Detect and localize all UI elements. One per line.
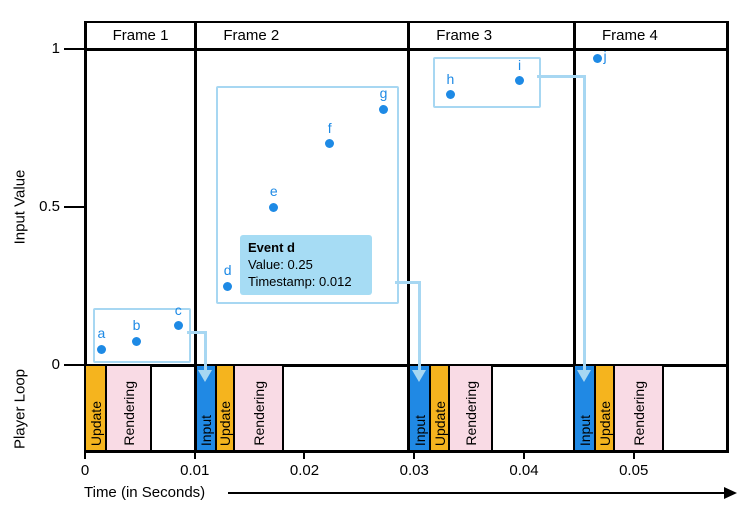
x-tick-label: 0.03 <box>399 462 429 479</box>
frame-boundary-line <box>407 21 411 453</box>
x-tick-label: 0.02 <box>289 462 320 479</box>
event-label-a: a <box>97 325 106 342</box>
group-connector-vertical <box>204 330 208 371</box>
loop-block-rendering: Rendering <box>613 364 664 452</box>
group-connector-vertical <box>417 280 421 371</box>
x-tick-label: 0.01 <box>180 462 210 479</box>
connector-arrowhead-icon <box>411 370 426 382</box>
loop-block-label-input: Input <box>576 414 593 446</box>
frame-header-label-3: Frame 3 <box>436 27 493 44</box>
x-tick-mark <box>632 451 635 459</box>
event-point-j[interactable] <box>593 53 602 63</box>
group-connector-vertical <box>583 74 587 371</box>
loop-block-label-update: Update <box>431 400 448 446</box>
x-tick-mark <box>193 451 196 459</box>
loop-block-label-input: Input <box>198 414 214 446</box>
frame-header-label-4: Frame 4 <box>602 27 658 44</box>
time-axis-arrow-line <box>228 492 726 494</box>
event-point-c[interactable] <box>173 321 183 330</box>
event-label-f: f <box>327 119 332 136</box>
x-tick-label: 0 <box>80 462 90 479</box>
event-label-j: j <box>603 48 607 65</box>
event-point-h[interactable] <box>445 90 455 100</box>
loop-block-label-rendering: Rendering <box>120 381 137 446</box>
loop-block-label-rendering: Rendering <box>630 381 647 446</box>
event-group-box-abc <box>93 308 191 363</box>
loop-block-update: Update <box>215 364 235 452</box>
event-point-d[interactable] <box>223 281 233 291</box>
loop-block-update: Update <box>594 364 615 452</box>
loop-block-rendering: Rendering <box>105 364 152 452</box>
y-tick-label: 0 <box>51 356 60 373</box>
frame-header-label-1: Frame 1 <box>112 27 169 44</box>
tooltip-timestamp-line: Timestamp: 0.012 <box>248 273 352 289</box>
event-label-i: i <box>518 56 522 73</box>
value-0-line <box>83 363 729 367</box>
event-group-box-hi <box>433 57 541 108</box>
tooltip-title: Event d <box>248 240 295 255</box>
event-group-box-defg <box>216 86 399 304</box>
group-connector-horizontal <box>395 280 421 284</box>
y-tick-mark <box>64 48 85 50</box>
player-loop-axis-title: Player Loop <box>11 368 29 450</box>
y-tick-label: 1 <box>51 40 60 57</box>
event-point-b[interactable] <box>132 336 142 346</box>
frame-header-label-2: Frame 2 <box>223 27 280 44</box>
loop-block-update: Update <box>84 364 107 452</box>
connector-arrowhead-icon <box>577 370 592 382</box>
x-tick-label: 0.04 <box>509 462 539 479</box>
loop-block-label-rendering: Rendering <box>462 381 479 446</box>
event-point-g[interactable] <box>379 104 388 114</box>
x-tick-mark <box>522 451 525 459</box>
frame-boundary-line <box>572 21 576 453</box>
loop-block-label-update: Update <box>87 400 104 446</box>
loop-block-label-rendering: Rendering <box>250 381 267 446</box>
event-point-i[interactable] <box>515 76 525 86</box>
x-tick-label: 0.05 <box>619 462 649 479</box>
y-tick-mark <box>64 364 85 366</box>
loop-block-label-update: Update <box>596 400 613 446</box>
loop-block-label-input: Input <box>411 414 428 446</box>
time-axis-arrowhead-icon <box>724 487 737 499</box>
y-tick-label: 0.5 <box>39 198 60 215</box>
frame-boundary-line <box>194 21 198 453</box>
event-label-c: c <box>174 301 182 318</box>
loop-block-update: Update <box>429 364 450 452</box>
event-label-g: g <box>379 85 388 102</box>
event-point-a[interactable] <box>96 344 106 354</box>
connector-arrowhead-icon <box>198 370 213 382</box>
y-tick-mark <box>64 206 85 208</box>
event-point-e[interactable] <box>269 202 279 212</box>
event-label-b: b <box>132 317 141 334</box>
loop-block-rendering: Rendering <box>448 364 493 452</box>
event-label-e: e <box>269 183 278 199</box>
x-axis-title: Time (in Seconds) <box>84 484 206 501</box>
frame-boundary-line <box>83 21 87 453</box>
event-point-f[interactable] <box>325 139 335 149</box>
group-connector-horizontal <box>537 74 587 78</box>
tooltip-value-line: Value: 0.25 <box>248 256 313 272</box>
event-tooltip: Event d Value: 0.25 Timestamp: 0.012 <box>240 235 372 295</box>
x-tick-mark <box>303 451 306 459</box>
loop-block-label-update: Update <box>217 400 233 446</box>
x-tick-mark <box>84 451 86 459</box>
x-tick-mark <box>413 451 416 459</box>
group-connector-horizontal <box>187 330 208 334</box>
loop-block-rendering: Rendering <box>233 364 284 452</box>
chart-right-border-line <box>725 21 729 453</box>
header-top-line <box>83 21 729 23</box>
value-1-line <box>83 47 729 51</box>
event-label-h: h <box>446 70 455 87</box>
event-label-d: d <box>223 262 232 278</box>
x-axis-line <box>83 449 729 453</box>
